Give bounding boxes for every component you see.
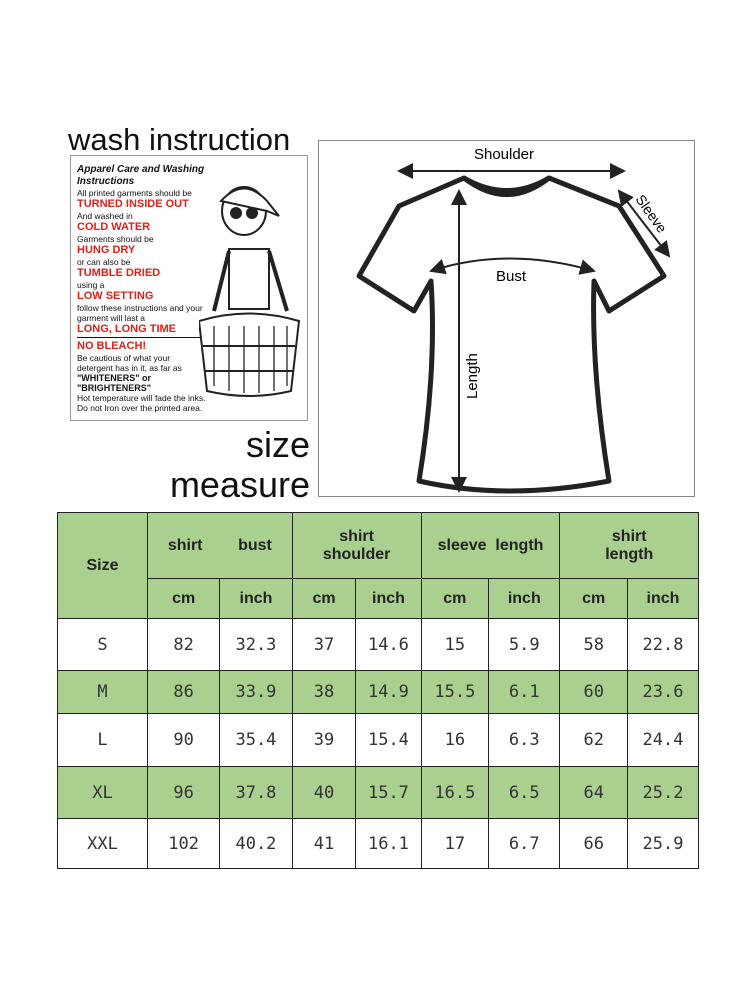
unit-header: cm — [420, 578, 490, 619]
value-cell: 40 — [291, 766, 357, 819]
bust-label: Bust — [496, 268, 527, 285]
value-cell: 16.5 — [420, 766, 490, 819]
wash-line: Be cautious of what your detergent has i… — [77, 353, 182, 373]
wash-line: Hot temperature will fade the inks. Do n… — [77, 393, 206, 413]
wash-line: All printed garments should be — [77, 188, 192, 198]
value-cell: 37 — [291, 618, 357, 671]
unit-header: cm — [291, 578, 357, 619]
wash-line: And washed in — [77, 211, 133, 221]
value-cell: 33.9 — [219, 670, 293, 714]
value-cell: 22.8 — [626, 618, 700, 671]
value-cell: 6.7 — [488, 818, 561, 869]
table-row: L 90 35.4 39 15.4 16 6.3 62 24.4 — [56, 713, 700, 767]
value-cell: 17 — [420, 818, 490, 869]
value-cell: 62 — [559, 713, 628, 767]
value-cell: 5.9 — [488, 618, 561, 671]
unit-header: inch — [488, 578, 561, 619]
size-cell: XXL — [56, 818, 149, 869]
value-cell: 35.4 — [219, 713, 293, 767]
unit-header: cm — [147, 578, 221, 619]
value-cell: 64 — [559, 766, 628, 819]
value-cell: 6.5 — [488, 766, 561, 819]
value-cell: 6.1 — [488, 670, 561, 714]
wash-line: Garments should be — [77, 234, 154, 244]
value-cell: 41 — [291, 818, 357, 869]
wash-instruction-title: wash instruction — [68, 122, 291, 157]
length-label: Length — [464, 353, 481, 399]
wash-line: TUMBLE DRIED — [77, 267, 161, 279]
value-cell: 39 — [291, 713, 357, 767]
shirt-length-header: shirt length — [559, 512, 699, 579]
size-cell: L — [56, 713, 149, 767]
table-row: XXL 102 40.2 41 16.1 17 6.7 66 25.9 — [56, 818, 700, 869]
size-table: Size shirt bust shirt shoulder sleeve len… — [56, 512, 700, 869]
sleeve-length-header: sleeve length — [420, 512, 561, 579]
size-header: Size — [56, 512, 149, 619]
value-cell: 37.8 — [219, 766, 293, 819]
value-cell: 66 — [559, 818, 628, 869]
value-cell: 16 — [420, 713, 490, 767]
value-cell: 6.3 — [488, 713, 561, 767]
wash-line: TURNED INSIDE OUT — [77, 198, 189, 210]
units-row: cm inch cm inch cm inch cm inch — [58, 578, 700, 619]
wash-line: COLD WATER — [77, 221, 151, 233]
value-cell: 38 — [291, 670, 357, 714]
unit-header: inch — [355, 578, 422, 619]
shoulder-label: Shoulder — [474, 146, 534, 163]
wash-line: NO BLEACH! — [77, 340, 147, 352]
value-cell: 15.7 — [355, 766, 422, 819]
tshirt-outline: Shoulder Sleeve Bust Length — [356, 146, 671, 494]
tshirt-measure-diagram: Shoulder Sleeve Bust Length — [318, 140, 695, 497]
size-cell: M — [56, 670, 149, 714]
value-cell: 96 — [147, 766, 221, 819]
wash-instruction-text: Apparel Care and Washing Instructions All… — [77, 164, 207, 413]
size-cell: XL — [56, 766, 149, 819]
unit-header: cm — [559, 578, 628, 619]
unit-header: inch — [219, 578, 293, 619]
value-cell: 102 — [147, 818, 221, 869]
value-cell: 14.6 — [355, 618, 422, 671]
value-cell: 86 — [147, 670, 221, 714]
size-cell: S — [56, 618, 149, 671]
value-cell: 16.1 — [355, 818, 422, 869]
size-measure-line1: size — [245, 424, 310, 465]
skeleton-washing-illustration — [199, 186, 301, 397]
value-cell: 60 — [559, 670, 628, 714]
bust-header: shirt bust — [147, 512, 293, 579]
size-measure-heading: size measure — [160, 425, 310, 505]
value-cell: 24.4 — [626, 713, 700, 767]
value-cell: 25.9 — [626, 818, 700, 869]
wash-line: HUNG DRY — [77, 244, 136, 256]
wash-line: LONG, LONG TIME — [77, 323, 176, 335]
shoulder-header: shirt shoulder — [291, 512, 422, 579]
wash-instruction-card: Apparel Care and Washing Instructions All… — [70, 155, 308, 421]
value-cell: 15.5 — [420, 670, 490, 714]
value-cell: 40.2 — [219, 818, 293, 869]
value-cell: 58 — [559, 618, 628, 671]
divider — [77, 337, 207, 338]
wash-line: "WHITENERS" or "BRIGHTENERS" — [77, 373, 152, 393]
unit-header: inch — [626, 578, 700, 619]
wash-line: Apparel Care and Washing Instructions — [77, 164, 205, 187]
value-cell: 15 — [420, 618, 490, 671]
sleeve-label: Sleeve — [633, 192, 671, 236]
size-measure-line2: measure — [169, 464, 310, 505]
wash-line: using a — [77, 280, 105, 290]
value-cell: 32.3 — [219, 618, 293, 671]
table-row: M 86 33.9 38 14.9 15.5 6.1 60 23.6 — [56, 670, 700, 714]
value-cell: 90 — [147, 713, 221, 767]
table-row: XL 96 37.8 40 15.7 16.5 6.5 64 25.2 — [56, 766, 700, 819]
wash-line: LOW SETTING — [77, 290, 154, 302]
value-cell: 14.9 — [355, 670, 422, 714]
wash-line: or can also be — [77, 257, 131, 267]
wash-line: follow these instructions and your garme… — [77, 303, 203, 323]
value-cell: 82 — [147, 618, 221, 671]
value-cell: 25.2 — [626, 766, 700, 819]
table-row: S 82 32.3 37 14.6 15 5.9 58 22.8 — [56, 618, 700, 671]
value-cell: 15.4 — [355, 713, 422, 767]
value-cell: 23.6 — [626, 670, 700, 714]
